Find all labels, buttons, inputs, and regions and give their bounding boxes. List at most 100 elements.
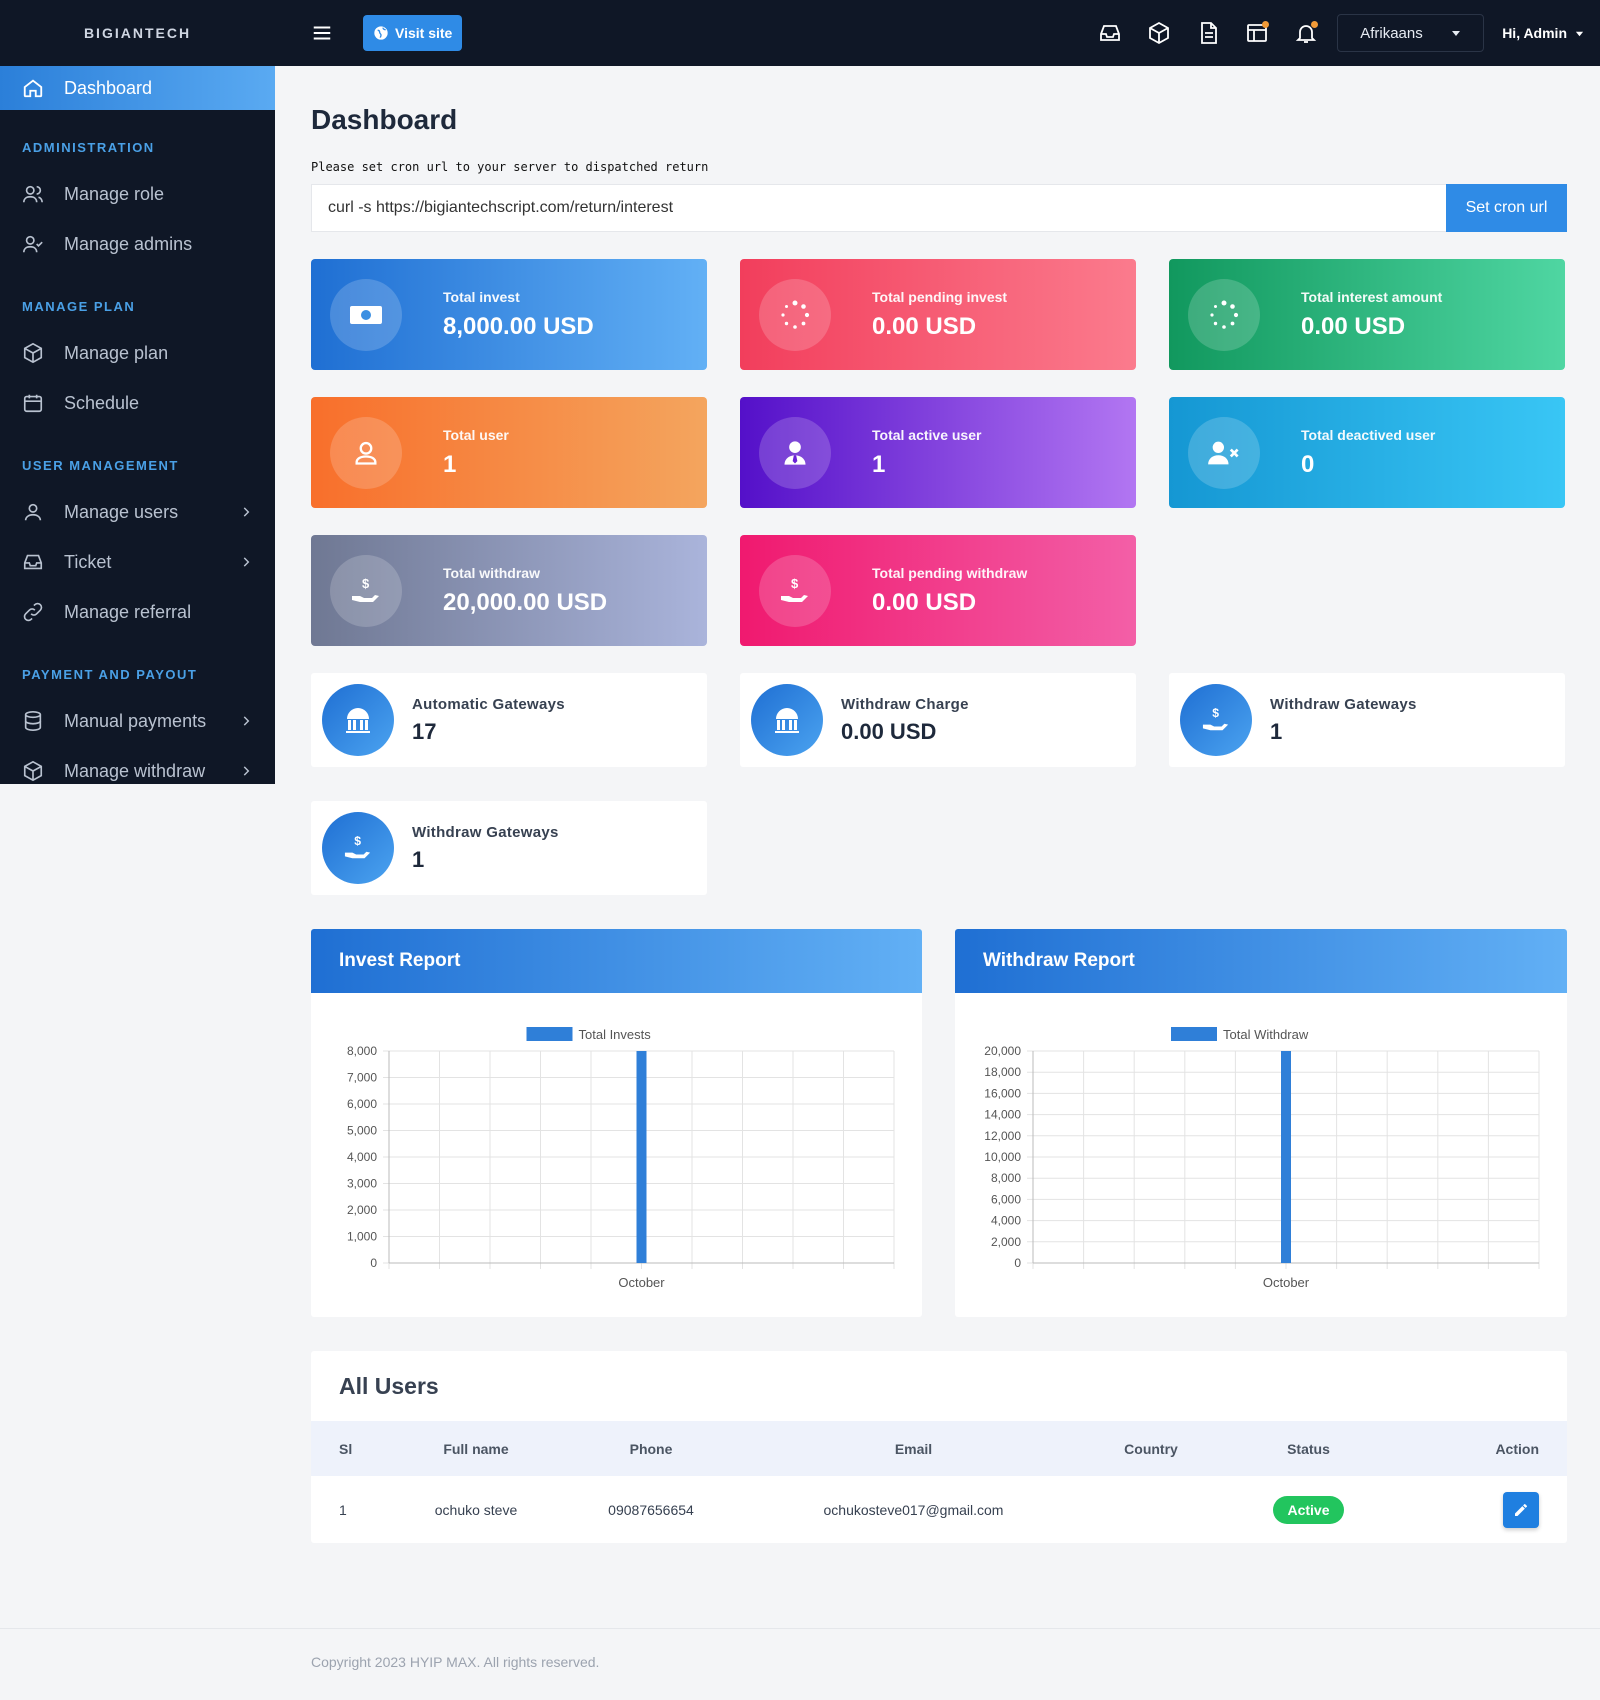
sidebar-section-payment-payout: PAYMENT AND PAYOUT — [22, 667, 198, 682]
notification-dot — [1311, 21, 1319, 28]
bar — [1281, 1051, 1291, 1263]
x-tick-label: October — [618, 1275, 665, 1290]
set-cron-url-button[interactable]: Set cron url — [1446, 184, 1567, 232]
sidebar-item-manual-payments[interactable]: Manual payments — [0, 696, 275, 746]
footer-copyright: Copyright 2023 HYIP MAX. All rights rese… — [311, 1654, 600, 1670]
inbox-icon — [22, 551, 44, 573]
cron-url-input[interactable]: curl -s https://bigiantechscript.com/ret… — [311, 184, 1446, 232]
bell-icon[interactable] — [1293, 20, 1319, 46]
visit-site-button[interactable]: Visit site — [363, 15, 463, 51]
hand-dollar-icon: $ — [330, 554, 402, 627]
inbox-icon[interactable] — [1097, 20, 1123, 46]
sidebar-item-manage-withdraw[interactable]: Manage withdraw — [0, 746, 275, 784]
calendar-icon — [22, 392, 44, 414]
y-tick-label: 20,000 — [984, 1044, 1021, 1058]
user-tie-icon — [759, 416, 831, 489]
sidebar-item-manage-referral[interactable]: Manage referral — [0, 587, 275, 637]
cube-icon — [22, 342, 44, 364]
legend-label: Total Invests — [579, 1027, 652, 1042]
stat-card-total-pending-invest: Total pending invest 0.00 USD — [740, 259, 1136, 370]
sidebar-item-label: Manage referral — [64, 601, 192, 622]
all-users-card: All Users Sl Full name Phone Email Count… — [311, 1351, 1567, 1543]
bar — [636, 1051, 647, 1263]
mini-stat-cards: Automatic Gateways 17 Withdraw Charge 0.00… — [311, 673, 1567, 895]
mini-card-withdraw-charge: Withdraw Charge 0.00 USD — [740, 673, 1136, 767]
sidebar-item-manage-users[interactable]: Manage users — [0, 487, 275, 537]
layout-icon[interactable] — [1244, 20, 1270, 46]
sidebar-section-user-management: USER MANAGEMENT — [22, 458, 179, 473]
sidebar-item-label: Ticket — [64, 551, 112, 572]
chevron-right-icon — [243, 766, 250, 776]
col-country: Country — [1124, 1440, 1178, 1457]
sidebar-item-label: Schedule — [64, 392, 140, 413]
sidebar-item-schedule[interactable]: Schedule — [0, 378, 275, 428]
report-row: Invest Report 0 1,000 2,000 3,000 4,000 5,000… — [311, 929, 1567, 1317]
sidebar-item-label: Dashboard — [64, 77, 153, 98]
y-tick-label: 5,000 — [347, 1124, 377, 1138]
sidebar-item-manage-role[interactable]: Manage role — [0, 169, 275, 219]
visit-site-label: Visit site — [395, 25, 453, 41]
mini-card-withdraw-gateways-2: $ Withdraw Gateways 1 — [311, 801, 707, 895]
user-icon — [330, 416, 402, 489]
mini-label: Withdraw Charge — [841, 695, 969, 713]
y-tick-label: 4,000 — [991, 1214, 1021, 1228]
hand-dollar-icon: $ — [322, 812, 394, 884]
admin-menu[interactable]: Hi, Admin — [1502, 25, 1584, 41]
page-title: Dashboard — [311, 104, 458, 135]
y-tick-label: 18,000 — [984, 1065, 1021, 1079]
database-icon — [22, 710, 44, 732]
cron-note: Please set cron url to your server to di… — [311, 160, 709, 174]
mini-label: Withdraw Gateways — [1270, 695, 1417, 713]
y-tick-label: 7,000 — [347, 1071, 377, 1085]
cron-row: curl -s https://bigiantechscript.com/ret… — [311, 184, 1567, 232]
sidebar-item-ticket[interactable]: Ticket — [0, 537, 275, 587]
mini-label: Automatic Gateways — [412, 695, 565, 713]
mini-value: 1 — [1270, 718, 1283, 744]
users-table: Sl Full name Phone Email Country Status … — [311, 1421, 1567, 1543]
chevron-right-icon — [243, 716, 250, 726]
stat-cards: Total invest 8,000.00 USD Total pending i… — [311, 259, 1567, 646]
stat-card-total-pending-withdraw: $ Total pending withdraw 0.00 USD — [740, 535, 1136, 646]
legend-swatch — [1171, 1027, 1217, 1041]
menu-icon[interactable] — [311, 22, 333, 44]
stat-label: Total interest amount — [1301, 288, 1443, 305]
svg-text:$: $ — [1212, 706, 1219, 720]
y-tick-label: 4,000 — [347, 1150, 377, 1164]
cell-country — [1096, 1476, 1206, 1543]
sidebar-item-label: Manage withdraw — [64, 760, 206, 781]
home-icon — [22, 77, 44, 99]
sidebar-item-label: Manage plan — [64, 342, 169, 363]
hand-dollar-icon: $ — [1180, 684, 1252, 756]
mini-card-withdraw-gateways: $ Withdraw Gateways 1 — [1169, 673, 1565, 767]
stat-card-total-user: Total user 1 — [311, 397, 707, 508]
stat-label: Total user — [443, 426, 509, 443]
sidebar-section-manage-plan: MANAGE PLAN — [22, 299, 136, 314]
language-value: Afrikaans — [1360, 24, 1423, 42]
stat-value: 8,000.00 USD — [443, 312, 594, 340]
table-header-row: Sl Full name Phone Email Country Status … — [311, 1421, 1567, 1476]
stat-value: 1 — [443, 450, 457, 478]
user-icon — [22, 501, 44, 523]
document-icon[interactable] — [1195, 20, 1221, 46]
gateway-icon — [751, 684, 823, 756]
legend-swatch — [526, 1027, 573, 1041]
withdraw-report-card: Withdraw Report 0 2,000 4,000 6,000 8,000 10,… — [955, 929, 1567, 1317]
y-tick-label: 8,000 — [347, 1044, 377, 1058]
sidebar-item-manage-admins[interactable]: Manage admins — [0, 219, 275, 269]
edit-user-button[interactable] — [1503, 1491, 1539, 1528]
y-tick-label: 8,000 — [991, 1171, 1021, 1185]
svg-text:$: $ — [354, 834, 361, 848]
sidebar-item-manage-plan[interactable]: Manage plan — [0, 328, 275, 378]
y-tick-label: 14,000 — [984, 1108, 1021, 1122]
topbar: Visit site Afrikaans Hi, Admin — [275, 0, 1600, 66]
hand-dollar-icon: $ — [759, 554, 831, 627]
stat-card-total-invest: Total invest 8,000.00 USD — [311, 259, 707, 370]
table-row: 1 ochuko steve 09087656654 ochukosteve01… — [311, 1476, 1567, 1543]
stat-card-total-interest-amount: Total interest amount 0.00 USD — [1169, 259, 1565, 370]
language-select[interactable]: Afrikaans — [1337, 14, 1485, 52]
brand-logo[interactable]: BIGIANTECH — [83, 25, 192, 41]
cube-icon[interactable] — [1146, 20, 1172, 46]
sidebar: BIGIANTECH Dashboard ADMINISTRATION Mana… — [0, 0, 275, 784]
sidebar-item-dashboard[interactable]: Dashboard — [0, 66, 275, 110]
col-email: Email — [894, 1440, 933, 1457]
